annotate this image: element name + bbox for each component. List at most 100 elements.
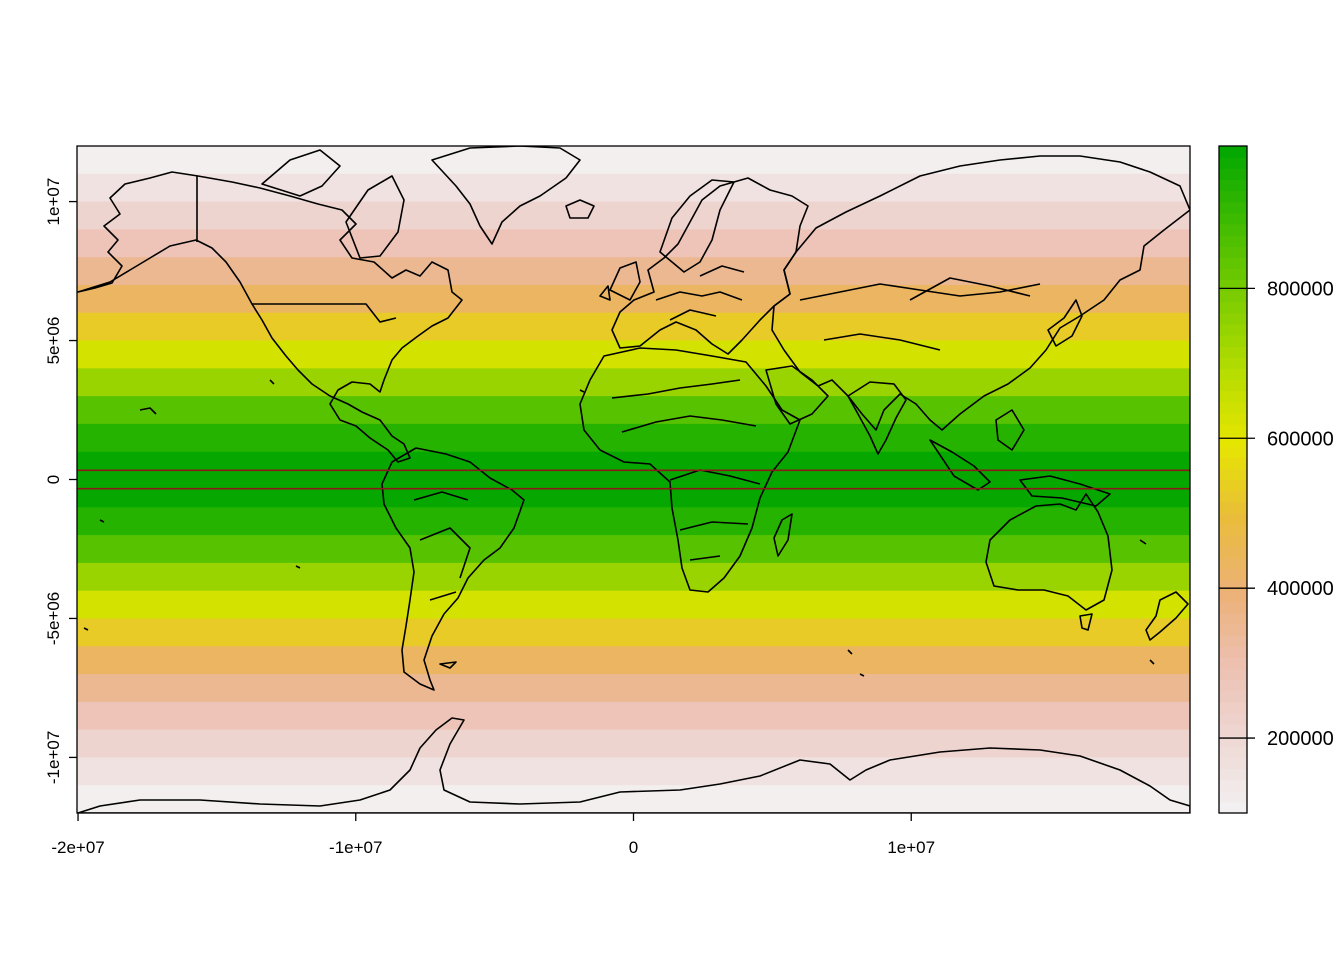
antarctica-outline (77, 717, 1190, 813)
y-tick-label-4: -1e+07 (44, 731, 63, 784)
raster-band-6 (77, 312, 1190, 342)
colorbar-swatch-30 (1219, 468, 1247, 481)
colorbar-frame (1218, 145, 1248, 814)
colorbar-swatch-40 (1219, 357, 1247, 369)
colorbar-swatch-55 (1219, 190, 1247, 203)
colorbar-swatch-11 (1219, 679, 1247, 692)
south-america-borders (413, 491, 471, 601)
colorbar-swatch-38 (1219, 379, 1247, 392)
indian-subcontinent (847, 381, 907, 455)
colorbar-swatch-33 (1219, 435, 1247, 447)
x-tick-label-2: 0 (629, 838, 638, 857)
y-axis: 1e+07 5e+06 0 -5e+06 -1e+07 (44, 178, 77, 784)
colorbar-swatch-14 (1219, 646, 1247, 658)
colorbar-swatch-27 (1219, 501, 1247, 514)
europe-outline (611, 177, 809, 355)
raster-band-20 (77, 701, 1190, 731)
colorbar-swatch-34 (1219, 423, 1247, 436)
raster-band-8 (77, 368, 1190, 397)
asia-borders (799, 277, 1041, 351)
colorbar-swatch-18 (1219, 601, 1247, 614)
africa-outline (579, 347, 801, 593)
colorbar-swatch-6 (1219, 735, 1247, 747)
small-islands (83, 379, 1155, 677)
colorbar-swatch-43 (1219, 323, 1247, 336)
colorbar-swatch-8 (1219, 712, 1247, 725)
colorbar-swatch-54 (1219, 201, 1247, 214)
colorbar-legend: 200000 400000 600000 800000 (1218, 145, 1334, 814)
us-canada-border (252, 303, 397, 323)
colorbar-swatch-10 (1219, 690, 1247, 703)
country-borders (77, 146, 1190, 813)
y-tick-label-1: 5e+06 (44, 317, 63, 365)
colorbar-swatch-56 (1219, 179, 1247, 192)
colorbar-swatch-21 (1219, 568, 1247, 581)
raster-band-17 (77, 618, 1190, 647)
colorbar-swatch-29 (1219, 479, 1247, 492)
colorbar-swatch-47 (1219, 279, 1247, 292)
colorbar-tick-label-3: 800000 (1267, 278, 1334, 300)
colorbar-swatch-20 (1219, 579, 1247, 592)
colorbar-swatch-1 (1219, 790, 1247, 803)
colorbar-tick-label-1: 400000 (1267, 578, 1334, 600)
x-tick-label-3: 1e+07 (887, 838, 935, 857)
colorbar-swatch-59 (1219, 146, 1247, 158)
raster-band-15 (77, 562, 1190, 592)
colorbar-swatch-7 (1219, 724, 1247, 736)
north-america-outline (77, 171, 463, 463)
y-tick-label-3: -5e+06 (44, 592, 63, 645)
x-tick-label-1: -1e+07 (329, 838, 382, 857)
colorbar-swatch-37 (1219, 390, 1247, 403)
japan-outline (1047, 299, 1083, 347)
x-axis: -2e+07 -1e+07 0 1e+07 (51, 813, 935, 857)
y-tick-label-2: 0 (44, 475, 63, 484)
australia-outline (985, 493, 1113, 611)
reference-lines (77, 469, 1190, 490)
europe-borders (655, 265, 745, 321)
colorbar-swatch-42 (1219, 334, 1247, 347)
arabian-peninsula (765, 365, 829, 425)
colorbar-swatch-5 (1219, 746, 1247, 759)
raster-bands (77, 146, 1190, 814)
raster-band-0 (77, 146, 1190, 175)
colorbar-swatch-50 (1219, 246, 1247, 258)
colorbar-swatch-15 (1219, 635, 1247, 647)
colorbar-tick-label-2: 600000 (1267, 428, 1334, 450)
colorbar-swatch-52 (1219, 223, 1247, 236)
colorbar-swatch-41 (1219, 346, 1247, 358)
colorbar-swatch-23 (1219, 546, 1247, 558)
colorbar-swatch-26 (1219, 512, 1247, 525)
colorbar-swatch-16 (1219, 624, 1247, 636)
colorbar-swatch-2 (1219, 779, 1247, 792)
colorbar-swatch-17 (1219, 612, 1247, 625)
colorbar-swatch-13 (1219, 657, 1247, 670)
colorbar-swatch-28 (1219, 490, 1247, 503)
colorbar-swatch-31 (1219, 457, 1247, 469)
new-zealand-outline (1145, 591, 1189, 641)
colorbar-swatch-57 (1219, 168, 1247, 180)
colorbar-swatch-32 (1219, 446, 1247, 458)
colorbar-swatch-3 (1219, 768, 1247, 781)
y-tick-label-0: 1e+07 (44, 178, 63, 226)
arctic-islands (261, 149, 405, 259)
colorbar-swatch-39 (1219, 368, 1247, 381)
raster-band-23 (77, 785, 1190, 814)
colorbar-swatch-48 (1219, 268, 1247, 280)
raster-band-4 (77, 257, 1190, 286)
raster-band-18 (77, 646, 1190, 675)
colorbar-tick-label-0: 200000 (1267, 728, 1334, 750)
colorbar-swatch-58 (1219, 157, 1247, 169)
colorbar-swatch-25 (1219, 523, 1247, 536)
raster-band-14 (77, 535, 1190, 564)
raster-band-2 (77, 201, 1190, 230)
colorbar-swatch-36 (1219, 401, 1247, 414)
colorbar-swatch-44 (1219, 312, 1247, 325)
raster-band-13 (77, 507, 1190, 536)
raster-band-12 (77, 479, 1190, 508)
southeast-asia-islands (929, 409, 1111, 507)
raster-band-7 (77, 340, 1190, 369)
raster-band-16 (77, 590, 1190, 620)
scandinavia-outline (659, 179, 735, 273)
colorbar-swatch-12 (1219, 668, 1247, 681)
